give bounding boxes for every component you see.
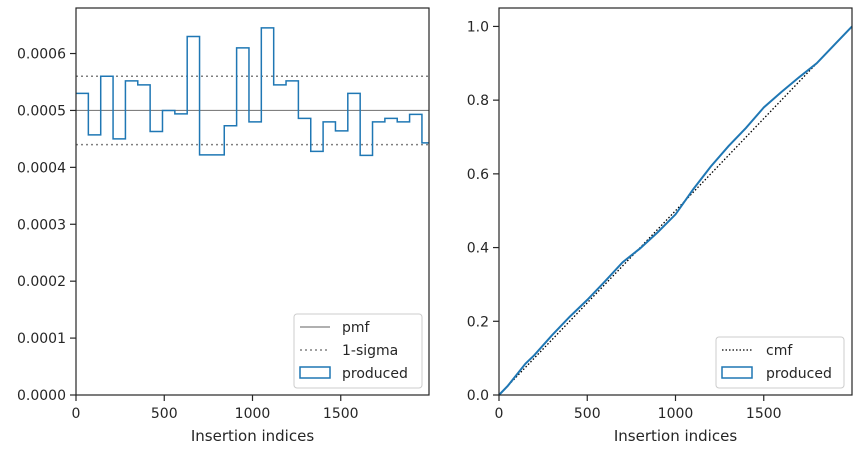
left-y-tick-label: 0.0000 [17, 388, 66, 404]
right-chart: 0 500 1000 1500 0.0 0.2 0.4 0.6 0.8 1.0 Insertio… [467, 7, 853, 445]
right-legend-produced-swatch [721, 366, 753, 379]
right-y-tick-label: 0.8 [467, 93, 489, 109]
left-legend: pmf 1-sigma produced [293, 313, 423, 389]
left-y-tick-label: 0.0001 [17, 331, 66, 347]
left-x-tick-label: 0 [72, 406, 81, 422]
right-legend-cmf-label: cmf [766, 343, 793, 359]
left-legend-produced-swatch [299, 366, 331, 379]
right-x-tick-label: 1000 [658, 406, 694, 422]
right-y-tick-label: 0.6 [467, 167, 489, 183]
right-x-tick-label: 1500 [746, 406, 782, 422]
left-y-ticks: 0.0000 0.0001 0.0002 0.0003 0.0004 0.0005 0.00… [17, 47, 76, 404]
right-y-tick-label: 1.0 [467, 19, 489, 35]
left-legend-produced-label: produced [342, 366, 408, 382]
left-y-tick-label: 0.0002 [17, 274, 66, 290]
left-y-tick-label: 0.0005 [17, 103, 66, 119]
left-x-tick-label: 1500 [323, 406, 359, 422]
left-x-tick-label: 1000 [235, 406, 271, 422]
right-legend-produced-label: produced [766, 366, 832, 382]
left-x-axis-label: Insertion indices [191, 427, 314, 445]
right-plot-frame [498, 7, 853, 396]
left-legend-sigma-label: 1-sigma [342, 343, 398, 359]
right-y-tick-label: 0.0 [467, 388, 489, 404]
left-chart: 0 500 1000 1500 0.00000.00010.00020.00030.0… [17, 7, 430, 445]
left-y-tick-label: 0.0003 [17, 217, 66, 233]
right-produced-line [498, 25, 853, 396]
left-produced-step-line [76, 27, 429, 157]
right-legend: cmf produced [715, 336, 845, 389]
left-plot-frame [75, 7, 430, 396]
right-y-tick-label: 0.2 [467, 314, 489, 330]
right-y-tick-label: 0.4 [467, 241, 489, 257]
right-x-axis-label: Insertion indices [614, 427, 737, 445]
left-legend-pmf-label: pmf [342, 320, 371, 336]
left-legend-box [293, 313, 423, 389]
left-y-tick-label: 0.0006 [17, 47, 66, 63]
right-x-tick-label: 0 [495, 406, 504, 422]
left-x-ticks: 0 500 1000 1500 [72, 395, 359, 422]
right-x-tick-label: 500 [574, 406, 601, 422]
right-x-ticks: 0 500 1000 1500 [495, 395, 782, 422]
right-y-ticks: 0.0 0.2 0.4 0.6 0.8 1.0 [467, 19, 499, 404]
right-cmf-line [498, 25, 853, 396]
left-x-tick-label: 500 [151, 406, 178, 422]
left-y-tick-label: 0.0004 [17, 160, 66, 176]
